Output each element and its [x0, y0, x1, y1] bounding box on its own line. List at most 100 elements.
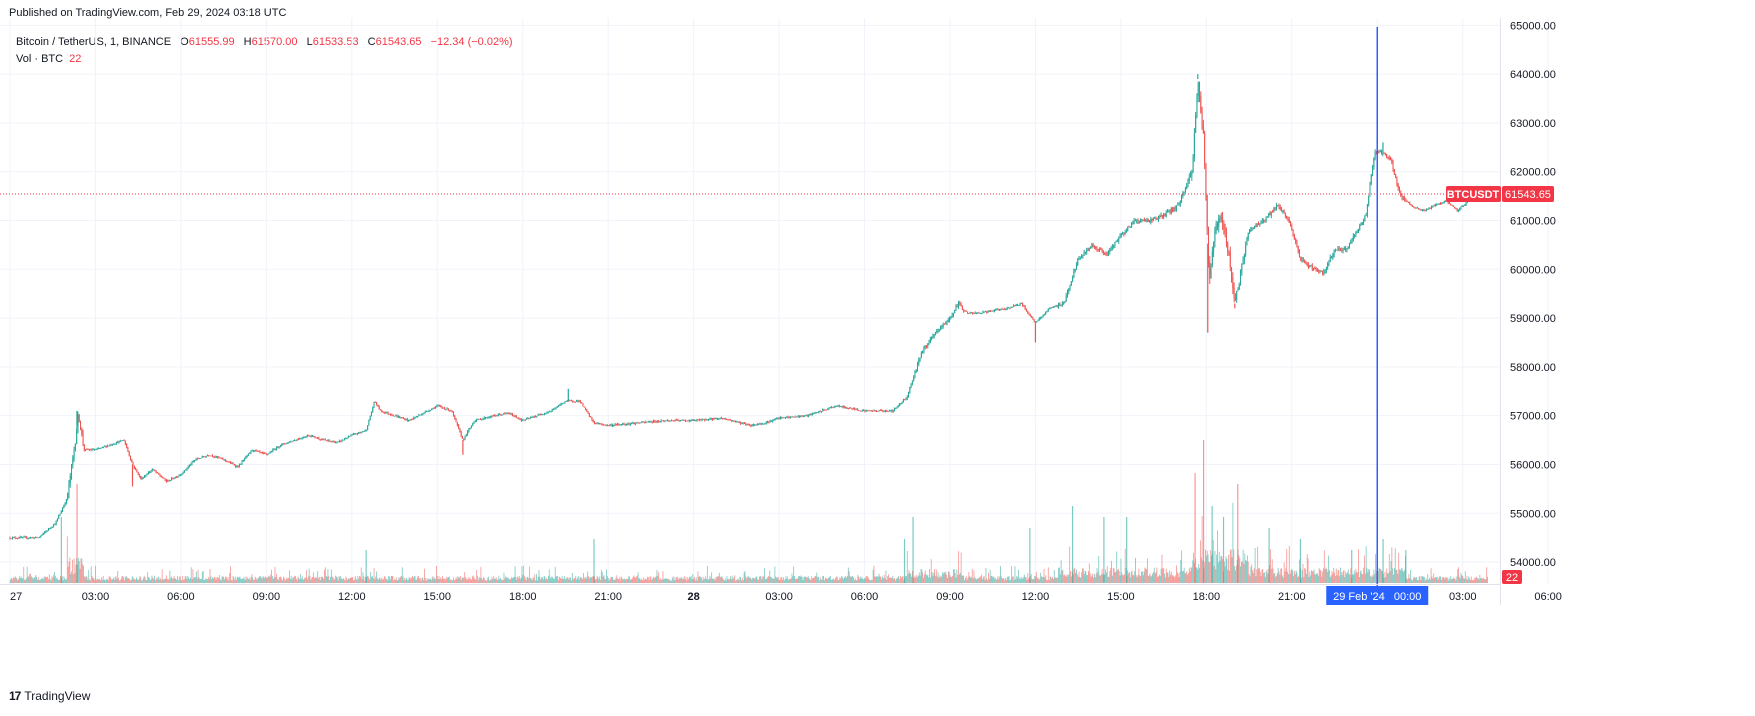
volume-bar	[1152, 573, 1154, 583]
volume-bar	[456, 578, 458, 583]
volume-bar	[788, 579, 790, 583]
volume-bar	[699, 575, 701, 583]
crosshair-time-label[interactable]: 29 Feb '24 00:00	[1326, 586, 1429, 605]
volume-bar	[1325, 567, 1327, 583]
candle-body	[214, 456, 216, 458]
candle-body	[938, 329, 940, 331]
candle-body	[761, 423, 763, 425]
volume-bar	[508, 579, 510, 583]
volume-bar	[86, 576, 88, 583]
candle-body	[1251, 227, 1253, 230]
candle-body	[608, 425, 610, 427]
volume-bar	[887, 575, 889, 583]
candle-body	[1070, 281, 1072, 286]
volume-bar	[230, 566, 231, 583]
candle-body	[178, 475, 180, 477]
volume-bar	[1449, 579, 1451, 583]
volume-bar	[1447, 580, 1449, 583]
volume-bar	[775, 576, 777, 583]
volume-bar	[562, 578, 564, 583]
candle-body	[1105, 253, 1107, 254]
volume-bar	[137, 580, 139, 583]
candle-body	[294, 440, 296, 442]
candle-body	[256, 450, 258, 452]
volume-bar	[681, 577, 683, 583]
candle-body	[1337, 248, 1339, 250]
volume-bar	[463, 578, 465, 583]
volume-bar	[637, 572, 639, 583]
time-axis[interactable]: 27 03:00 06:00 09:00 12:00 15:00 18:00 21:00 28 0…	[0, 584, 1562, 606]
volume-bar	[183, 579, 184, 583]
candle-body	[1082, 255, 1084, 257]
volume-tag[interactable]: 22	[1502, 570, 1522, 584]
volume-bar	[734, 575, 736, 583]
volume-bar	[116, 579, 118, 583]
candle-body	[699, 419, 701, 421]
candle-body	[1442, 202, 1444, 204]
volume-bar	[400, 576, 402, 583]
candle-body	[1197, 82, 1199, 96]
volume-bar	[844, 576, 846, 583]
volume-bar	[426, 578, 428, 583]
volume-bar	[501, 579, 503, 583]
candle-body	[1416, 207, 1418, 209]
volume-bar	[340, 576, 342, 583]
candle-body	[1361, 222, 1363, 225]
volume-bar	[269, 576, 271, 583]
volume-bar	[703, 579, 705, 583]
candle-body	[192, 461, 194, 463]
candle-body	[172, 478, 174, 480]
candle-body	[682, 420, 684, 421]
volume-bar	[728, 578, 730, 583]
candle-body	[491, 415, 493, 417]
volume-bar	[616, 575, 618, 583]
volume-bar	[461, 578, 463, 583]
price-axis[interactable]: 54000.0055000.0056000.0057000.0058000.00…	[1446, 18, 1556, 605]
volume-bar	[1171, 575, 1173, 583]
volume-bar	[1406, 579, 1408, 583]
volume-bar	[488, 580, 490, 583]
candle-body	[849, 407, 851, 409]
volume-bar	[265, 577, 267, 583]
volume-bar	[1217, 530, 1218, 583]
last-price-tag[interactable]: BTCUSDT 61543.65	[1446, 185, 1554, 202]
volume-bar	[42, 579, 44, 583]
candle-body	[467, 431, 469, 435]
volume-bar	[354, 576, 356, 583]
volume-bar	[347, 579, 349, 583]
volume-bar	[395, 577, 397, 583]
volume-bar	[474, 579, 476, 583]
candle-body	[567, 400, 569, 402]
volume-bar	[415, 580, 417, 583]
volume-bar	[467, 577, 469, 583]
volume-bar	[530, 578, 532, 583]
volume-bar	[1257, 546, 1259, 583]
volume-bar	[149, 580, 151, 583]
volume-bar	[621, 577, 623, 583]
volume-bar	[151, 575, 153, 583]
candle-body	[795, 416, 797, 418]
legend-symbol[interactable]: Bitcoin / TetherUS, 1, BINANCE	[16, 36, 172, 48]
candle-body	[732, 420, 734, 422]
legend-volume-label[interactable]: Vol · BTC	[16, 53, 64, 65]
volume-bar	[947, 571, 949, 583]
candle-body	[758, 424, 760, 426]
candle-body	[477, 418, 479, 420]
candle-body	[1278, 205, 1280, 207]
candle-body	[315, 437, 317, 439]
candle-body	[556, 406, 558, 408]
volume-bar	[1140, 575, 1142, 583]
candle-body	[46, 530, 48, 532]
volume-bar	[412, 575, 413, 583]
volume-bar	[1299, 559, 1300, 583]
volume-bar	[541, 577, 543, 583]
candle-body	[650, 421, 652, 423]
volume-bar	[892, 576, 894, 583]
candle-body	[1031, 316, 1033, 318]
volume-bar	[776, 577, 778, 583]
volume-bar	[646, 579, 648, 583]
volume-bar	[1178, 577, 1180, 583]
volume-bar	[1422, 576, 1424, 583]
volume-bar	[626, 579, 628, 583]
